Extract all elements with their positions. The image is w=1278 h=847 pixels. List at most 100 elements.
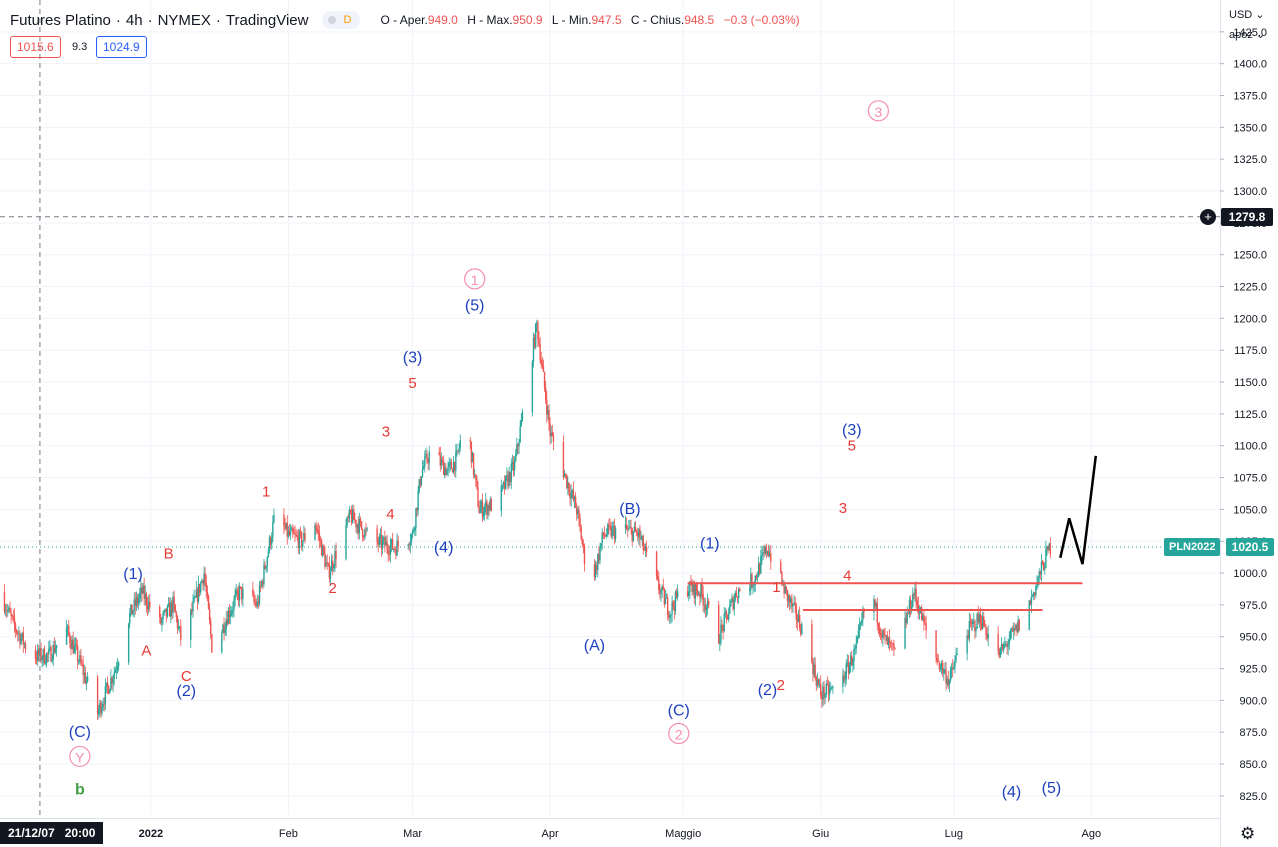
wave-label: 3 bbox=[839, 500, 847, 517]
candle-body bbox=[793, 602, 795, 604]
candle-body bbox=[329, 571, 332, 579]
candle-body bbox=[1008, 639, 1010, 644]
candle-body bbox=[347, 517, 349, 519]
candle-body bbox=[973, 620, 975, 622]
sell-price-button[interactable]: 1015.6 bbox=[10, 36, 61, 58]
candle-body bbox=[283, 514, 285, 527]
candle-body bbox=[38, 649, 40, 656]
candle-body bbox=[459, 440, 461, 448]
candle-body bbox=[515, 454, 517, 461]
x-tick-label: Maggio bbox=[665, 828, 701, 840]
candle-body bbox=[115, 669, 118, 671]
symbol-title[interactable]: Futures Platino bbox=[10, 11, 111, 29]
candle-body bbox=[70, 643, 72, 649]
candle-body bbox=[425, 453, 427, 457]
candle-body bbox=[357, 524, 359, 534]
elliott-projection[interactable] bbox=[1059, 455, 1098, 565]
candle-body bbox=[627, 528, 629, 530]
candle-body bbox=[967, 635, 969, 639]
scale-mode-selector[interactable]: apoz ⌄ bbox=[1229, 29, 1266, 41]
candle-body bbox=[824, 694, 826, 698]
y-tick-label: 950.0 bbox=[1239, 632, 1267, 644]
candle-body bbox=[34, 649, 37, 659]
candle-body bbox=[346, 517, 348, 526]
candle-body bbox=[79, 655, 81, 662]
candle-body bbox=[614, 528, 617, 539]
candle-body bbox=[82, 664, 84, 676]
add-alert-plus-icon[interactable]: + bbox=[1200, 208, 1216, 225]
price-axis[interactable]: 825.0 850.0 875.0 900.0 925.0 950.0 975.0 1000.… bbox=[1220, 0, 1278, 847]
candle-body bbox=[998, 651, 1000, 657]
wave-label: 1 bbox=[772, 579, 780, 596]
candle-body bbox=[265, 566, 267, 569]
candle-body bbox=[356, 524, 358, 528]
currency-selector[interactable]: USD ⌄ bbox=[1229, 9, 1265, 21]
status-badges[interactable]: D bbox=[322, 11, 361, 29]
candle-body bbox=[909, 599, 912, 612]
candle-body bbox=[239, 586, 242, 588]
candle-body bbox=[698, 594, 700, 595]
candle-body bbox=[72, 639, 74, 654]
candle-body bbox=[659, 589, 661, 594]
candle-body bbox=[920, 607, 923, 621]
candle-body bbox=[489, 499, 491, 511]
candle-body bbox=[641, 536, 643, 539]
candle-body bbox=[723, 614, 725, 631]
candle-body bbox=[792, 603, 794, 607]
candle-body bbox=[1011, 629, 1014, 632]
candle-body bbox=[510, 464, 512, 482]
change-value: −0.3 (−0.03%) bbox=[723, 13, 800, 27]
candle-body bbox=[139, 593, 141, 599]
candle-body bbox=[943, 670, 945, 674]
candle-body bbox=[41, 658, 43, 661]
candle-body bbox=[695, 584, 698, 592]
candle-body bbox=[14, 624, 17, 631]
candle-body bbox=[1014, 628, 1016, 630]
low-label: L - Min. bbox=[551, 13, 592, 27]
candle-body bbox=[20, 637, 22, 644]
interval-label[interactable]: 4h bbox=[125, 11, 143, 29]
market-status-icon[interactable] bbox=[328, 16, 337, 24]
candle-body bbox=[546, 399, 548, 415]
low-value: 947.5 bbox=[591, 13, 622, 27]
candle-body bbox=[1034, 592, 1036, 596]
candle-body bbox=[637, 533, 639, 537]
candle-body bbox=[540, 359, 542, 364]
delayed-data-badge[interactable]: D bbox=[343, 14, 352, 26]
candle-body bbox=[7, 609, 9, 612]
candle-body bbox=[519, 426, 521, 443]
candle-body bbox=[165, 608, 168, 617]
candle-body bbox=[263, 564, 265, 584]
elliott-wave-labels[interactable]: (1)BAC(2)(C)Yb12345(3)(4)(5)1(A)(B)(C)2(… bbox=[69, 100, 1061, 801]
high-value: 950.9 bbox=[512, 13, 543, 27]
candle-body bbox=[410, 534, 413, 543]
candle-body bbox=[907, 613, 910, 615]
candle-body bbox=[505, 475, 507, 489]
candle-body bbox=[383, 537, 385, 541]
candle-body bbox=[293, 532, 295, 535]
candle-body bbox=[981, 616, 984, 629]
time-axis[interactable]: 2022 Feb Mar Apr Maggio Giu Lug Ago bbox=[0, 818, 1220, 841]
close-value: 948.5 bbox=[684, 13, 715, 27]
candle-body bbox=[886, 635, 888, 645]
candle-body bbox=[176, 617, 179, 629]
candle-body bbox=[452, 461, 455, 473]
candle-body bbox=[975, 628, 977, 632]
settings-gear-icon[interactable]: ⚙ bbox=[1240, 824, 1256, 843]
candle-body bbox=[345, 525, 347, 560]
chart-legend-header[interactable]: Futures Platino · 4h · NYMEX · TradingVi… bbox=[10, 9, 806, 31]
candle-body bbox=[363, 537, 365, 538]
candle-body bbox=[1004, 643, 1006, 645]
candle-body bbox=[71, 639, 73, 649]
candle-body bbox=[316, 528, 318, 531]
candle-body bbox=[427, 461, 429, 464]
candle-body bbox=[420, 476, 423, 486]
candle-body bbox=[1046, 546, 1048, 550]
wave-label: B bbox=[164, 546, 174, 563]
candle-body bbox=[970, 622, 973, 624]
buy-price-button[interactable]: 1024.9 bbox=[96, 36, 147, 58]
candle-body bbox=[15, 630, 18, 633]
candle-body bbox=[11, 615, 13, 617]
support-levels[interactable] bbox=[687, 582, 1083, 611]
